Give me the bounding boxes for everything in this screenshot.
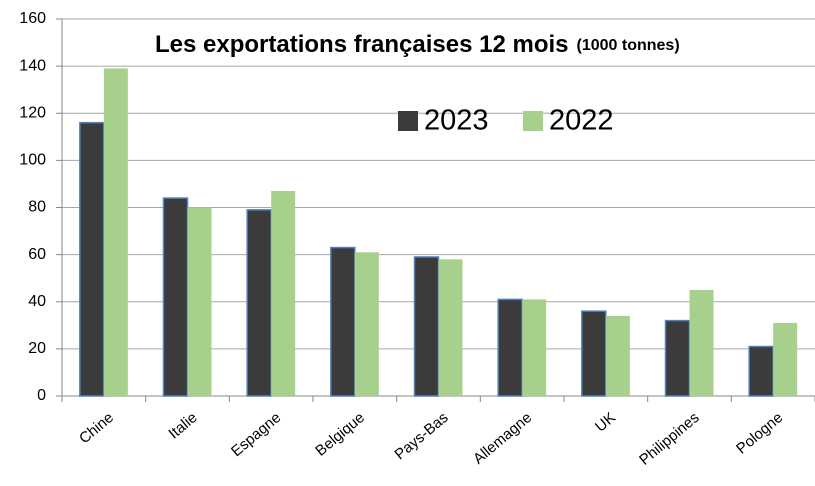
legend-label: 2022 <box>549 105 614 137</box>
bar <box>748 345 774 397</box>
bar <box>664 319 691 397</box>
bar <box>413 256 440 397</box>
bar <box>522 299 547 396</box>
bar <box>162 197 189 397</box>
legend-swatch <box>523 111 543 131</box>
y-tick-label: 40 <box>28 293 46 310</box>
x-tick-label: Espagne <box>228 409 284 460</box>
y-tick-label: 120 <box>19 104 46 121</box>
bar <box>581 310 607 397</box>
x-tick-label: Chine <box>76 409 117 447</box>
x-tick-label: Belgique <box>312 409 368 460</box>
bar <box>103 68 128 396</box>
y-tick-label: 60 <box>28 246 46 263</box>
bar <box>605 315 630 396</box>
y-tick-label: 160 <box>19 10 46 27</box>
x-tick-label: Pays-Bas <box>392 409 452 463</box>
bar <box>497 298 523 397</box>
bar <box>438 259 463 396</box>
bar <box>689 289 714 396</box>
bar <box>330 246 356 397</box>
y-tick-label: 0 <box>37 387 46 404</box>
y-tick-label: 100 <box>19 152 46 169</box>
title: Les exportations françaises 12 mois <box>155 31 569 58</box>
legend-label: 2023 <box>424 105 489 137</box>
bar <box>271 191 296 396</box>
y-tick-label: 20 <box>28 340 46 357</box>
x-tick-label: UK <box>592 409 619 435</box>
x-tick-label: Pologne <box>733 409 786 457</box>
bar <box>246 209 272 397</box>
y-tick-label: 140 <box>19 57 46 74</box>
x-tick-label: Allemagne <box>470 409 535 468</box>
legend-swatch <box>398 111 418 131</box>
x-tick-label: Philippines <box>636 409 703 469</box>
subtitle: (1000 tonnes) <box>577 37 680 54</box>
bar <box>79 121 105 397</box>
bar <box>773 322 798 396</box>
chart-title: Les exportations françaises 12 mois (1000… <box>155 31 680 58</box>
bar <box>187 207 212 396</box>
x-tick-label: Italie <box>165 409 200 442</box>
bar <box>354 252 379 396</box>
y-tick-label: 80 <box>28 199 46 216</box>
